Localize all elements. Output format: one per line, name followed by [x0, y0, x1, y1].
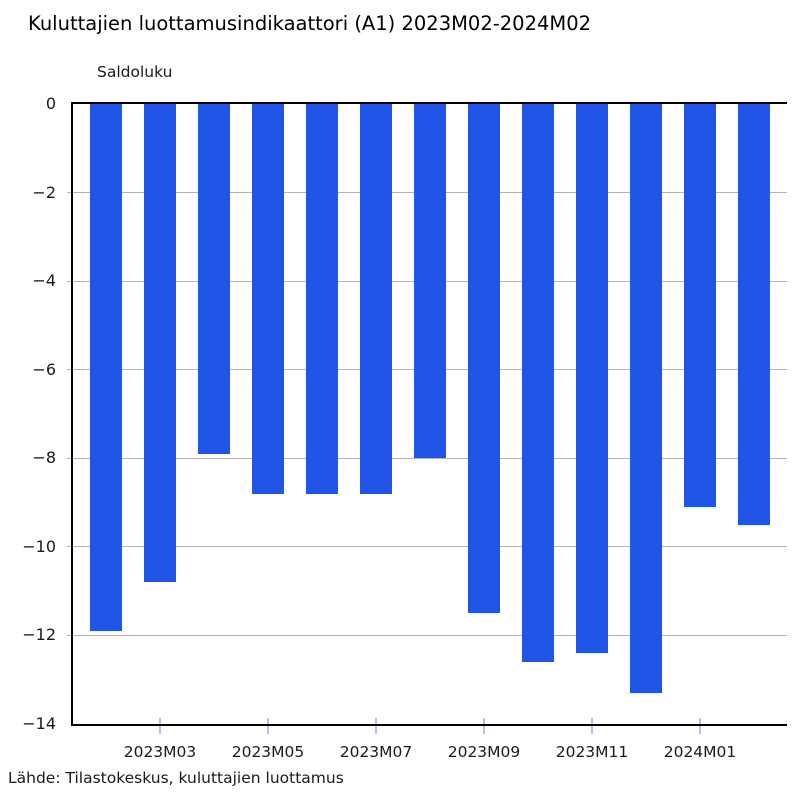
- gridline: [67, 457, 787, 459]
- x-tick-mark: [267, 718, 269, 734]
- x-axis-line: [71, 724, 787, 726]
- y-axis-line: [71, 102, 73, 726]
- x-tick-mark: [159, 718, 161, 734]
- bar: [90, 104, 122, 631]
- x-tick-mark: [483, 718, 485, 734]
- chart-title: Kuluttajien luottamusindikaattori (A1) 2…: [28, 12, 592, 35]
- y-tick-label: 0: [45, 94, 56, 113]
- x-tick-label: 2023M03: [123, 743, 197, 761]
- bar: [252, 104, 284, 494]
- y-tick-label: −10: [22, 536, 56, 556]
- y-tick-label: −8: [32, 448, 56, 468]
- bar: [522, 104, 554, 662]
- x-tick-label: 2023M09: [447, 743, 521, 761]
- y-tick-label: −4: [32, 271, 56, 291]
- bar: [468, 104, 500, 613]
- bar: [414, 104, 446, 458]
- zero-line: [73, 102, 787, 104]
- bar: [576, 104, 608, 653]
- gridline: [67, 546, 787, 548]
- x-tick-mark: [699, 718, 701, 734]
- x-tick-label: 2023M11: [555, 743, 629, 761]
- x-tick-label: 2023M05: [231, 743, 305, 761]
- y-tick-label: −6: [32, 359, 56, 379]
- bar: [684, 104, 716, 507]
- bar: [144, 104, 176, 582]
- x-tick-mark: [375, 718, 377, 734]
- y-axis-unit-label: Saldoluku: [97, 63, 173, 81]
- bar: [738, 104, 770, 525]
- bar: [630, 104, 662, 693]
- x-tick-mark: [591, 718, 593, 734]
- y-tick-label: −14: [22, 714, 56, 733]
- x-tick-label: 2024M01: [663, 743, 737, 761]
- bar: [198, 104, 230, 454]
- bar: [306, 104, 338, 494]
- y-tick-label: −2: [32, 182, 56, 202]
- source-note: Lähde: Tilastokeskus, kuluttajien luotta…: [8, 769, 344, 787]
- bar: [360, 104, 392, 494]
- y-tick-label: −12: [22, 625, 56, 645]
- gridline: [67, 634, 787, 636]
- x-tick-label: 2023M07: [339, 743, 413, 761]
